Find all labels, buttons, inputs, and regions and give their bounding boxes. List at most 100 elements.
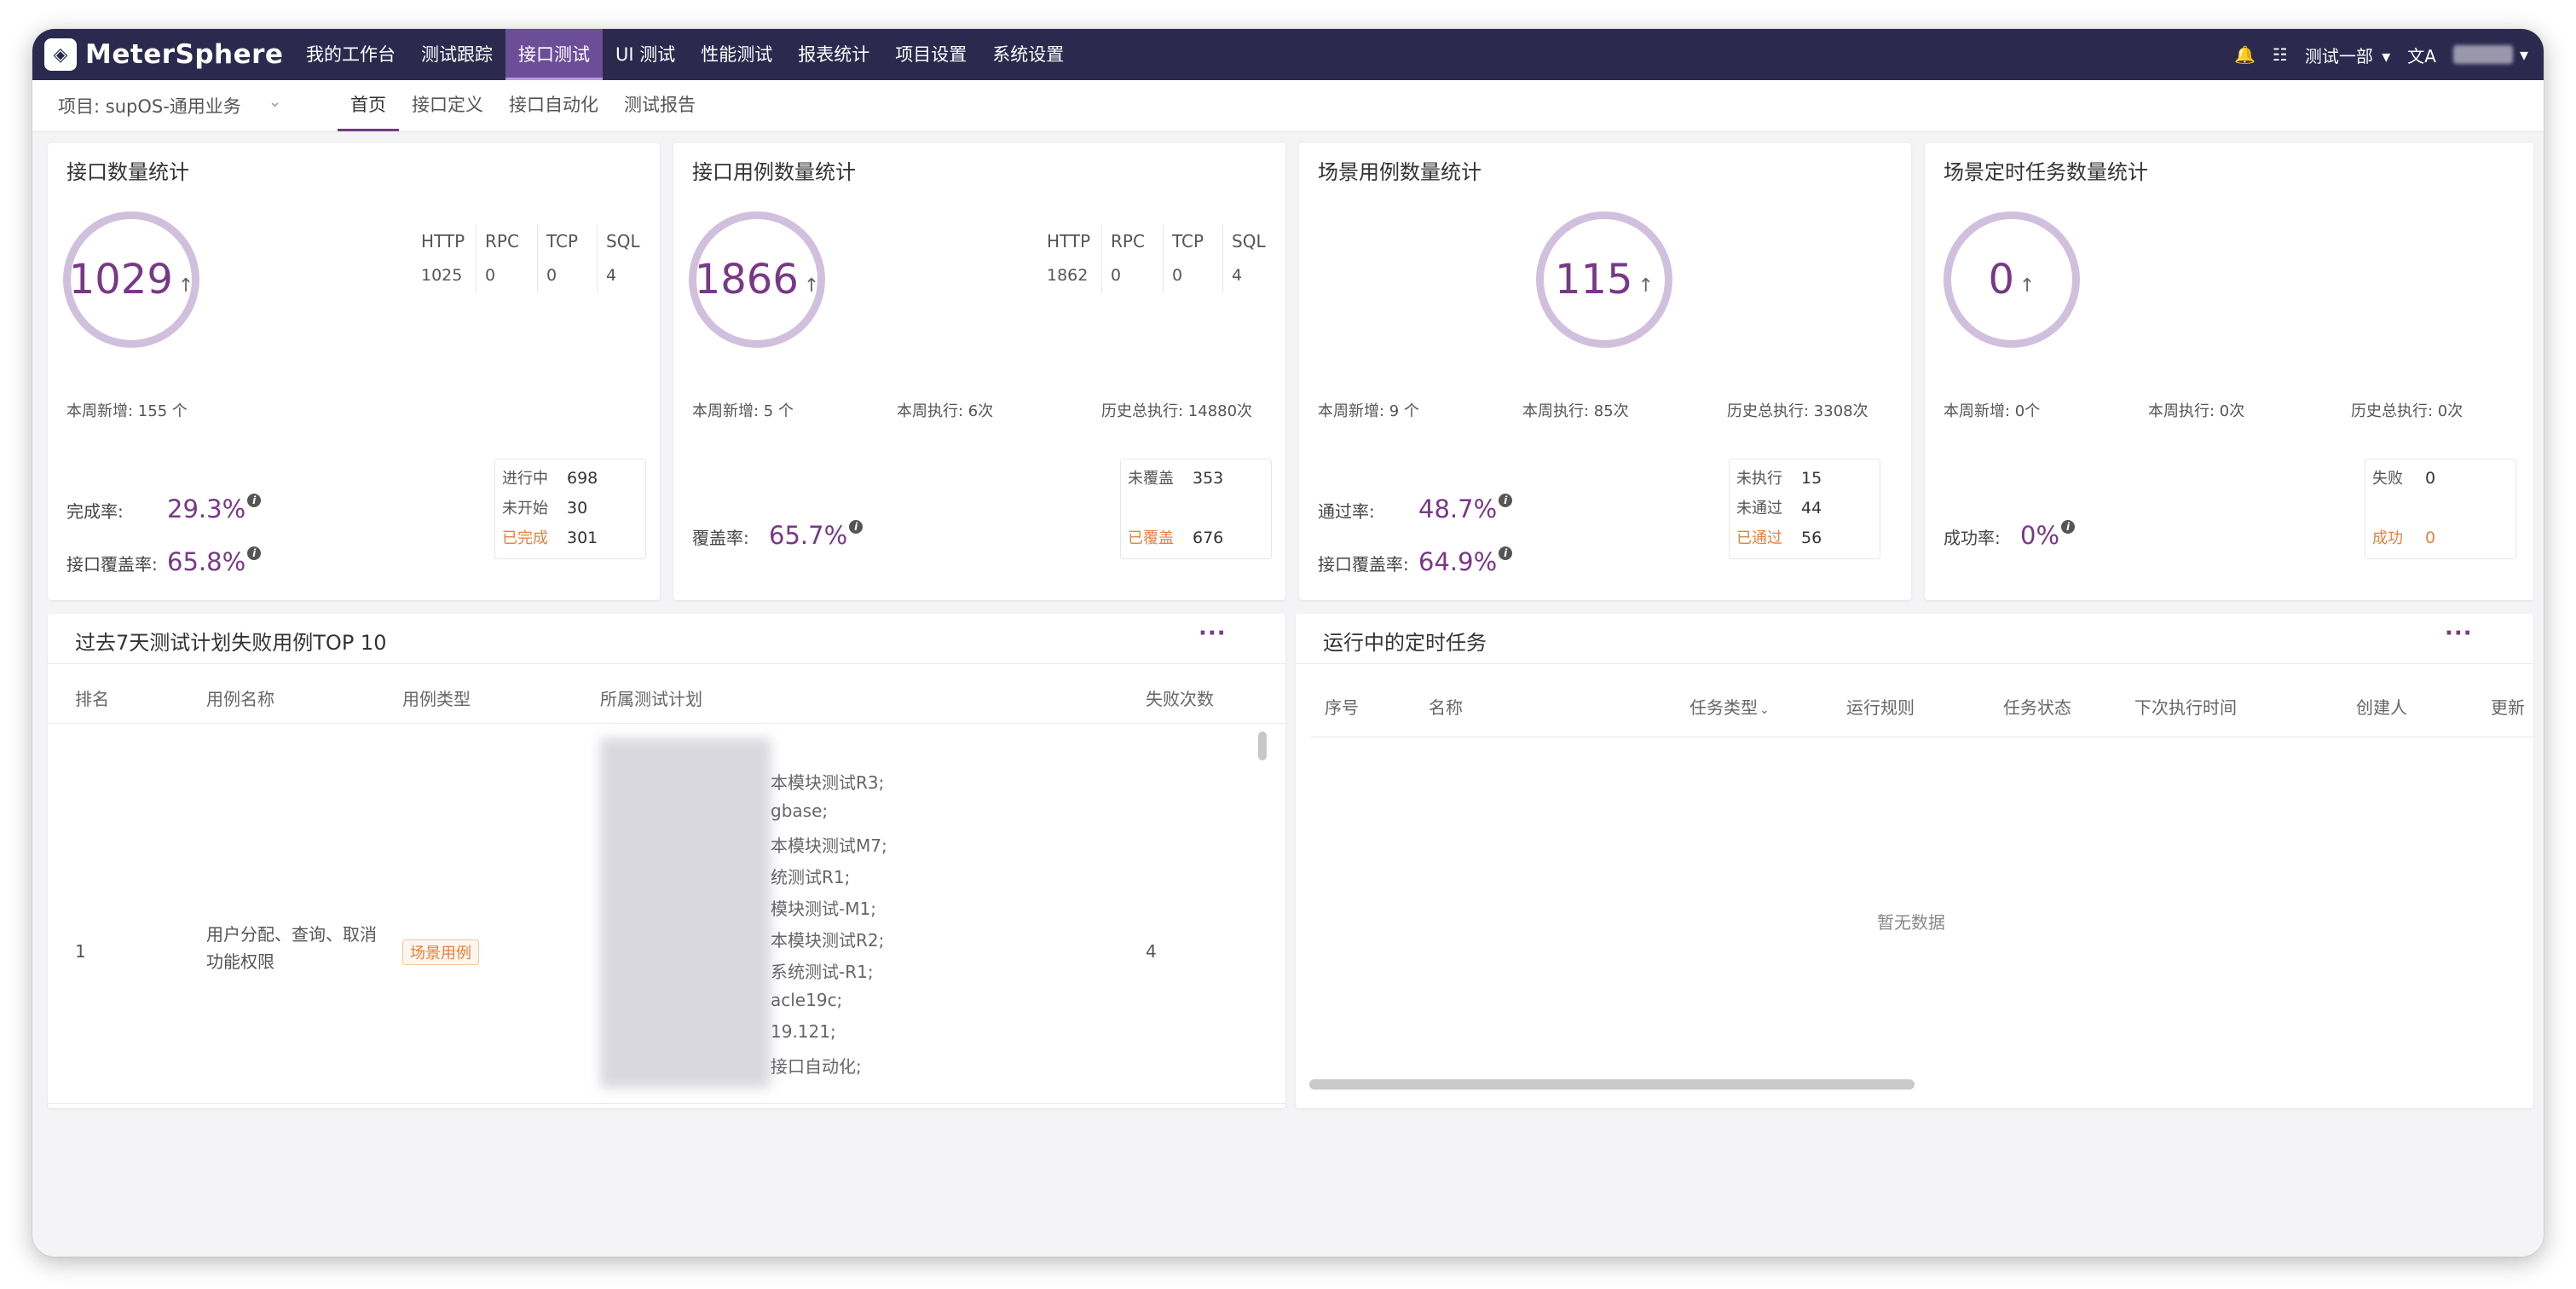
api-total-ring[interactable]: 1029 ↑ [63,211,199,348]
col-update: 更新 [2491,697,2525,718]
plan-name: acle19c; [771,990,843,1010]
info-icon[interactable]: i [1499,494,1513,507]
plan-name: 19.121; [771,1021,836,1042]
protocol-value: 0 [1172,266,1183,285]
sort-icon: ⌄ [1759,703,1770,717]
plan-name: 本模块测试R2; [771,930,885,951]
sub-tabs: 首页 接口定义 接口自动化 测试报告 [338,80,708,131]
total-count: 115 [1554,256,1633,303]
tab-home[interactable]: 首页 [338,80,399,131]
nav-item-track[interactable]: 测试跟踪 [421,44,493,65]
api-case-total-ring[interactable]: 1866 ↑ [689,211,825,348]
col-run-rule: 运行规则 [1846,697,1915,718]
rate-label: 完成率: [66,501,124,522]
status-row: 已覆盖 676 [1128,526,1223,548]
scenario-case-count-card: 场景用例数量统计 115 ↑ 本周新增: 9 个 本周执行: 85次 历史总执行… [1299,143,1911,600]
rate-value: 65.7% [769,521,848,550]
info-icon[interactable]: i [247,494,262,507]
protocol-header: TCP [1172,231,1204,251]
workspace-name: 测试一部 [2304,45,2373,66]
logo[interactable]: ◈ MeterSphere [44,38,293,71]
info-icon[interactable]: i [2061,520,2076,534]
protocol-value: 1862 [1047,266,1089,285]
panel-title: 运行中的定时任务 [1323,631,1487,655]
status-box: 进行中 698 未开始 30 已完成 301 [494,459,646,559]
schedule-total-ring[interactable]: 0 ↑ [1944,211,2080,348]
api-coverage-rate: 接口覆盖率: 64.9% i [1318,546,1513,576]
divider [48,1103,1285,1104]
scheduled-task-count-card: 场景定时任务数量统计 0 ↑ 本周新增: 0个 本周执行: 0次 历史总执行: … [1925,143,2533,600]
rate-label: 接口覆盖率: [66,554,158,575]
status-row: 已完成 301 [502,526,598,548]
col-rank: 排名 [75,689,109,709]
protocol-col: TCP 0 [1163,224,1222,292]
total-count: 0 [1988,256,2015,303]
rate-value: 29.3% [167,494,246,523]
status-row: 未覆盖 353 [1128,466,1223,488]
workspace-selector[interactable]: 测试一部 ▾ [2305,43,2390,67]
total-count: 1029 [68,256,173,303]
tab-api-definition[interactable]: 接口定义 [412,95,483,115]
exec-status-box: 未执行 15 未通过 44 已通过 56 [1729,459,1880,559]
col-creator: 创建人 [2356,697,2407,718]
table-row[interactable]: 1 用户分配、查询、取消功能权限 场景用例 4 本模块测试R3; gbase; … [48,725,1258,1100]
bell-icon[interactable]: 🔔 [2234,44,2255,65]
scenario-total-ring[interactable]: 115 ↑ [1536,211,1672,348]
status-label: 已通过 [1736,529,1782,547]
nav-item-report[interactable]: 报表统计 [798,44,870,65]
more-button[interactable]: ··· [1198,621,1227,646]
fail-top10-card: 过去7天测试计划失败用例TOP 10 ··· 排名 用例名称 用例类型 所属测试… [48,614,1285,1108]
status-label: 未开始 [502,500,548,517]
horizontal-scrollbar[interactable] [1309,1079,1915,1090]
tab-api-automation[interactable]: 接口自动化 [509,95,598,115]
status-label: 已完成 [502,529,548,547]
status-label: 失败 [2372,470,2403,488]
status-row: 进行中 698 [502,466,598,488]
plan-name: 模块测试-M1; [771,899,876,919]
tab-test-report[interactable]: 测试报告 [624,95,696,115]
nav-item-api-test[interactable]: 接口测试 [505,29,603,80]
divider [1296,663,2533,664]
protocol-value: 4 [606,266,617,285]
more-button[interactable]: ··· [2445,621,2473,646]
protocol-col: TCP 0 [537,224,597,292]
protocol-col: RPC 0 [476,224,537,292]
nav-item-workbench[interactable]: 我的工作台 [306,44,396,65]
protocol-col: HTTP 1025 [421,224,481,292]
project-selector[interactable]: 项目: supOS-通用业务 ⌄ [58,93,314,118]
protocol-value: 0 [1111,266,1122,285]
task-list-icon[interactable]: ☷ [2272,44,2288,65]
pass-rate: 通过率: 48.7% i [1318,494,1513,523]
nav-item-performance[interactable]: 性能测试 [701,44,773,65]
chevron-down-icon[interactable]: ▾ [2519,44,2528,65]
api-coverage-rate: 接口覆盖率: 65.8% i [66,546,262,576]
protocol-col: RPC 0 [1101,224,1163,292]
protocol-header: HTTP [421,231,465,251]
info-icon[interactable]: i [247,546,262,560]
language-icon[interactable]: 文A [2407,45,2436,66]
nav-item-system-settings[interactable]: 系统设置 [992,44,1065,65]
info-icon[interactable]: i [849,520,863,534]
rate-value: 65.8% [167,547,246,576]
col-task-type[interactable]: 任务类型 ⌄ [1689,694,1770,719]
info-icon[interactable]: i [1499,546,1513,560]
rate-value: 0% [2020,521,2060,550]
arrow-up-icon: ↑ [177,275,194,297]
vertical-scrollbar[interactable] [1258,731,1267,760]
plan-name: 本模块测试R3; [771,772,885,793]
protocol-header: SQL [606,231,640,251]
api-case-count-card: 接口用例数量统计 1866 ↑ HTTP 1862 RPC 0 TCP 0 SQ… [673,143,1285,600]
protocol-header: SQL [1232,231,1266,251]
sub-nav: 项目: supOS-通用业务 ⌄ 首页 接口定义 接口自动化 测试报告 [32,80,2544,132]
nav-item-ui-test[interactable]: UI 测试 [615,44,676,65]
week-exec: 本周执行: 0次 [2148,402,2245,420]
protocol-col: SQL 4 [597,224,656,292]
history-exec: 历史总执行: 3308次 [1727,402,1868,420]
user-name[interactable] [2452,45,2513,64]
nav-item-project-settings[interactable]: 项目设置 [895,44,967,65]
rate-label: 接口覆盖率: [1318,554,1409,575]
empty-state: 暂无数据 [1877,912,1945,933]
protocol-value: 0 [546,266,557,285]
redacted-plan-names [600,738,771,1088]
status-label: 未执行 [1736,470,1782,488]
